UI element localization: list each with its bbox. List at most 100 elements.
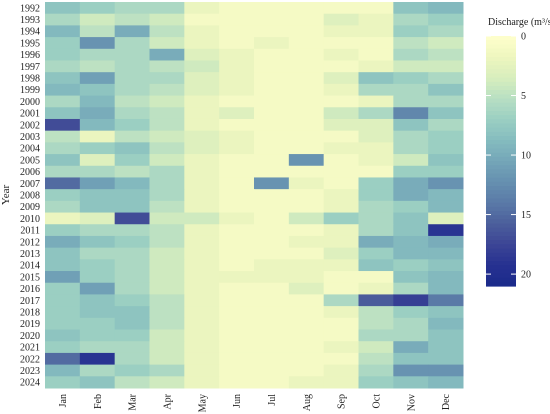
heatmap-cell [323,341,359,354]
legend-color-step [486,94,516,100]
legend-color-step [486,190,516,195]
heatmap-cell [288,142,325,155]
heatmap-cell [288,212,325,225]
heatmap-cell [254,341,290,354]
heatmap-cell [114,247,150,260]
heatmap-cell [428,154,464,167]
heatmap-cell [219,224,255,237]
heatmap-cell [79,107,116,120]
heatmap-cell [114,235,150,249]
heatmap-cell [114,212,150,225]
heatmap-cell [428,60,464,73]
heatmap-cell [288,235,325,249]
heatmap-cell [288,25,325,38]
legend-tick-label: 20 [521,270,531,281]
heatmap-cell [288,107,325,120]
heatmap-cell [254,224,290,237]
heatmap-cell [323,224,359,237]
heatmap-cell [288,189,325,202]
legend-color-step [486,156,516,162]
legend-tick-label: 0 [521,32,526,43]
heatmap-cell [114,341,150,354]
heatmap-cells [45,2,464,389]
heatmap-cell [184,177,220,190]
heatmap-cell [45,142,81,155]
heatmap-cell [219,329,255,342]
legend-tick-labels: 0 5 10 15 20 [486,32,531,281]
heatmap-cell [428,130,464,143]
heatmap-cell [149,259,185,272]
heatmap-cell [323,130,359,143]
heatmap-cell [149,271,185,284]
heatmap-cell [428,259,464,272]
heatmap-cell [254,282,290,295]
legend-color-step [486,123,516,129]
legend-color-step [486,231,516,237]
heatmap-cell [323,48,359,61]
heatmap-cell [45,25,81,38]
heatmap-cell [219,200,255,214]
heatmap-cell [219,72,255,85]
heatmap-cell [358,282,394,295]
heatmap-cell [358,259,394,272]
legend-color-step [486,165,516,170]
legend-tick-label: 10 [521,151,531,162]
heatmap-cell [114,224,150,237]
heatmap-cell [149,48,185,61]
heatmap-cell [219,177,255,190]
heatmap-cell [358,364,394,377]
heatmap-cell [288,364,325,377]
heatmap-cell [149,306,185,319]
heatmap-cell [358,37,394,50]
heatmap-cell [393,142,429,155]
heatmap-cell [149,235,185,249]
heatmap-cell [114,282,150,295]
heatmap-cell [79,306,116,319]
y-tick-label: 2006 [20,167,40,178]
heatmap-cell [428,235,464,249]
heatmap-cell [79,212,116,225]
legend-color-step [486,244,516,250]
legend-color-step [486,223,516,229]
heatmap-cell [149,2,185,15]
heatmap-cell [323,25,359,38]
heatmap-cell [393,224,429,237]
heatmap-cell [45,259,81,272]
heatmap-cell [219,306,255,319]
heatmap-cell [149,247,185,260]
heatmap-cell [45,271,81,284]
heatmap-cell [428,37,464,50]
heatmap-cell [45,376,81,389]
heatmap-cell [358,2,394,15]
heatmap-cell [323,329,359,342]
heatmap-cell [45,2,81,15]
heatmap-cell [323,107,359,120]
heatmap-cell [114,107,150,120]
heatmap-cell [288,200,325,214]
heatmap-cell [114,83,150,97]
heatmap-cell [114,72,150,85]
heatmap-cell [114,48,150,61]
heatmap-cell [254,118,290,132]
y-tick-label: 2003 [20,132,40,143]
heatmap-cell [184,142,220,155]
heatmap-cell [254,329,290,342]
heatmap-cell [114,60,150,73]
heatmap-cell [184,224,220,237]
heatmap-cell [254,189,290,202]
heatmap-cell [358,341,394,354]
heatmap-cell [428,72,464,85]
heatmap-cell [428,13,464,26]
legend-color-step [486,152,516,158]
heatmap-cell [358,317,394,331]
heatmap-cell [393,329,429,342]
heatmap-cell [45,317,81,331]
heatmap-cell [288,352,325,366]
legend-color-step [486,119,516,125]
heatmap-cell [219,95,255,108]
heatmap-cell [45,48,81,61]
heatmap-cell [45,177,81,190]
heatmap-cell [149,60,185,73]
heatmap-cell [254,317,290,331]
heatmap-cell [393,154,429,167]
